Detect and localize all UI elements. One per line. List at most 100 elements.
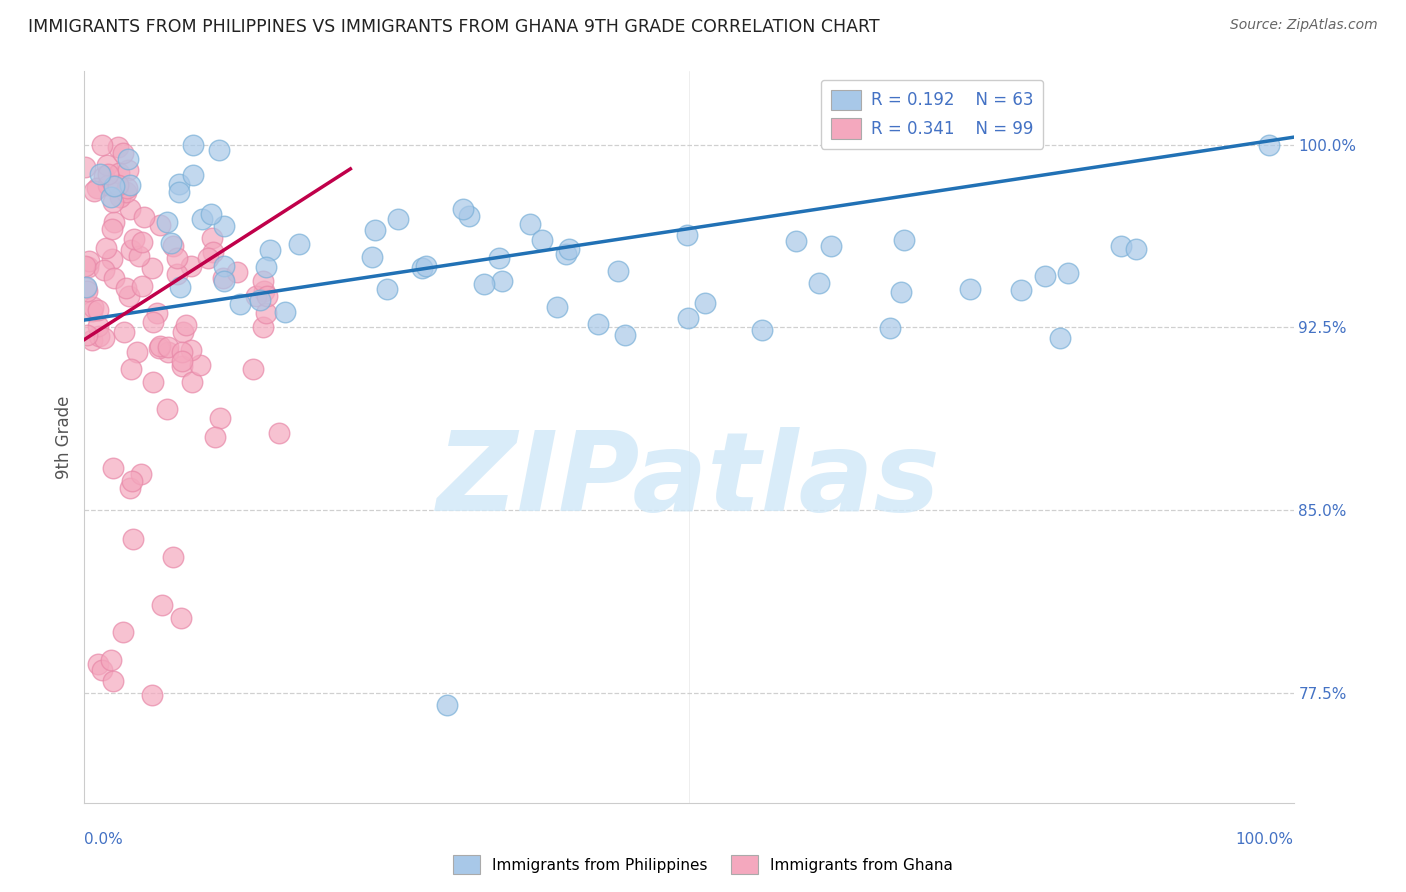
Point [156, 215, 179, 229]
Point [87, 318, 110, 333]
Point [214, 219, 236, 234]
Point [141, 688, 163, 702]
Point [156, 344, 179, 359]
Point [75, 259, 97, 273]
Point [162, 238, 184, 252]
Point [127, 345, 149, 359]
Point [554, 247, 576, 261]
Point [108, 190, 131, 204]
Point [149, 218, 172, 232]
Point [530, 233, 553, 247]
Point [415, 259, 437, 273]
Point [451, 202, 474, 216]
Point [97, 167, 120, 181]
Point [191, 211, 214, 226]
Point [252, 274, 274, 288]
Point [166, 251, 188, 265]
Point [76, 284, 98, 298]
Point [107, 139, 129, 153]
Point [83, 184, 105, 198]
Point [146, 306, 169, 320]
Point [256, 288, 278, 302]
Point [103, 178, 125, 193]
Point [208, 410, 231, 425]
Point [80, 303, 103, 318]
Point [75, 280, 97, 294]
Point [1125, 242, 1147, 256]
Point [208, 143, 231, 157]
Point [82, 300, 104, 314]
Point [364, 223, 387, 237]
Point [180, 343, 202, 358]
Point [93, 330, 115, 344]
Point [267, 425, 290, 440]
Point [1056, 266, 1078, 280]
Point [519, 217, 541, 231]
Point [120, 178, 142, 192]
Point [170, 359, 193, 374]
Point [122, 532, 145, 546]
Point [142, 315, 165, 329]
Point [122, 232, 145, 246]
Point [157, 340, 180, 354]
Point [1258, 137, 1281, 152]
Point [245, 289, 267, 303]
Point [162, 549, 184, 564]
Point [180, 259, 202, 273]
Point [101, 221, 124, 235]
Point [86, 657, 108, 671]
Point [458, 209, 481, 223]
Point [96, 241, 118, 255]
Point [1033, 268, 1056, 283]
Point [693, 295, 716, 310]
Point [101, 194, 124, 209]
Point [820, 239, 842, 253]
Point [242, 361, 264, 376]
Point [181, 168, 204, 182]
Point [204, 430, 226, 444]
Text: 100.0%: 100.0% [1236, 832, 1294, 847]
Point [75, 161, 97, 175]
Point [93, 263, 115, 277]
Point [607, 264, 630, 278]
Point [111, 625, 134, 640]
Point [273, 305, 295, 319]
Y-axis label: 9th Grade: 9th Grade [55, 395, 73, 479]
Point [118, 202, 141, 216]
Point [89, 329, 111, 343]
Point [141, 260, 163, 275]
Point [128, 249, 150, 263]
Point [256, 306, 278, 320]
Point [1109, 239, 1132, 253]
Point [254, 260, 277, 274]
Point [91, 138, 114, 153]
Point [76, 327, 98, 342]
Point [170, 610, 193, 624]
Point [114, 281, 136, 295]
Point [249, 293, 271, 307]
Point [120, 244, 142, 258]
Point [613, 327, 636, 342]
Point [197, 251, 219, 265]
Point [488, 251, 510, 265]
Point [156, 402, 179, 417]
Point [103, 271, 125, 285]
Point [120, 362, 142, 376]
Point [375, 282, 398, 296]
Text: 0.0%: 0.0% [84, 832, 124, 847]
Point [1049, 330, 1071, 344]
Point [101, 673, 124, 688]
Point [149, 339, 172, 353]
Point [491, 274, 513, 288]
Point [107, 178, 129, 192]
Point [890, 285, 912, 299]
Point [436, 698, 458, 713]
Point [181, 138, 204, 153]
Text: Source: ZipAtlas.com: Source: ZipAtlas.com [1230, 18, 1378, 32]
Point [89, 167, 111, 181]
Point [959, 282, 981, 296]
Point [129, 467, 152, 482]
Legend: R = 0.192    N = 63, R = 0.341    N = 99: R = 0.192 N = 63, R = 0.341 N = 99 [821, 79, 1043, 149]
Point [253, 285, 276, 299]
Point [172, 354, 194, 368]
